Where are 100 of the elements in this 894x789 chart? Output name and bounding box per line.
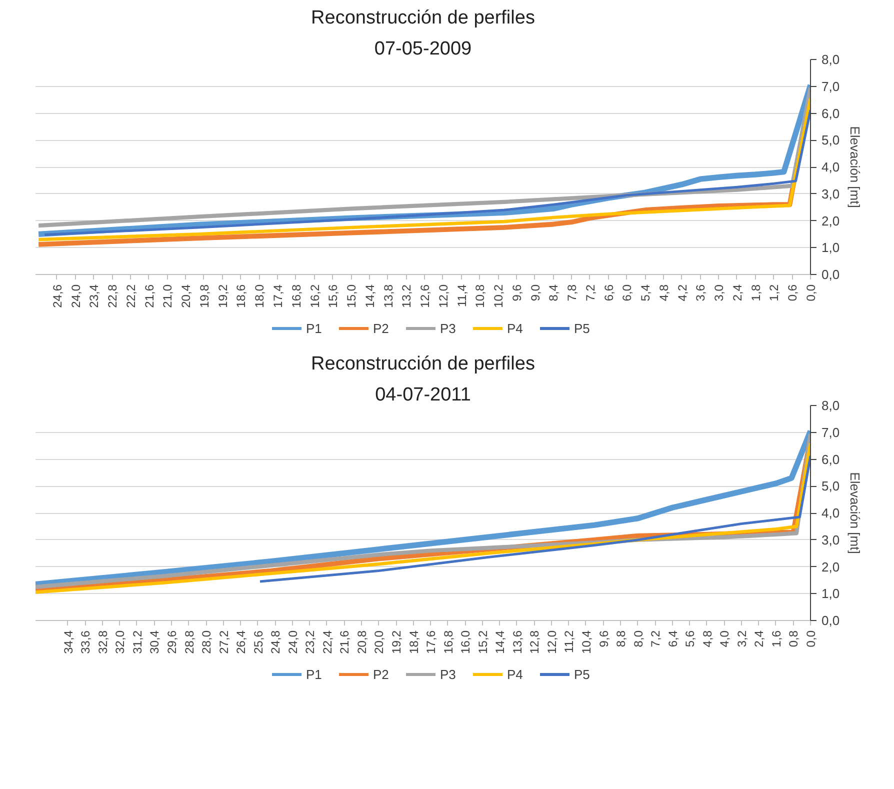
y-tick-label: 1,0: [822, 586, 840, 602]
x-tick-label: 17,4: [270, 284, 285, 308]
chart-title: Reconstrucción de perfiles: [311, 8, 535, 28]
y-tick-label: 8,0: [822, 398, 840, 413]
x-tick-label: 19,2: [390, 630, 404, 654]
y-tick-label: 8,0: [822, 52, 840, 67]
y-tick-label: 5,0: [822, 132, 840, 148]
x-tick-label: 8,4: [546, 284, 561, 302]
x-tick-label: 20,4: [179, 284, 194, 308]
x-tick-label: 11,2: [562, 630, 576, 653]
x-tick-label: 34,4: [61, 630, 76, 654]
y-tick-label: 3,0: [822, 186, 840, 202]
x-tick-label: 10,2: [492, 284, 506, 308]
x-tick-label: 15,6: [326, 284, 340, 308]
legend-label: P2: [373, 320, 390, 336]
x-tick-label: 7,2: [648, 630, 663, 648]
x-tick-label: 30,4: [148, 630, 162, 654]
x-tick-label: 26,4: [234, 630, 248, 654]
x-tick-label: 27,2: [216, 630, 231, 654]
x-tick-label: 24,8: [268, 630, 283, 654]
y-tick-label: 6,0: [822, 106, 840, 121]
x-tick-label: 31,2: [130, 630, 144, 654]
x-tick-label: 18,0: [252, 284, 267, 308]
legend-label: P5: [574, 320, 591, 336]
x-tick-label: 1,2: [767, 284, 782, 302]
y-tick-label: 7,0: [822, 78, 840, 94]
x-tick-label: 10,4: [579, 630, 594, 654]
legend-label: P3: [440, 320, 457, 336]
legend-label: P4: [507, 666, 524, 682]
x-tick-label: 21,0: [160, 284, 175, 308]
x-tick-label: 16,2: [308, 284, 322, 308]
x-tick-label: 16,8: [441, 630, 456, 654]
x-tick-label: 4,0: [718, 630, 732, 648]
y-tick-label: 7,0: [822, 424, 840, 440]
x-tick-label: 23,4: [87, 284, 102, 308]
x-tick-label: 2,4: [730, 284, 744, 302]
x-tick-label: 3,0: [712, 284, 726, 302]
x-tick-label: 24,0: [68, 284, 83, 308]
x-tick-label: 8,8: [614, 630, 628, 648]
chart-subtitle: 04-07-2011: [375, 384, 471, 406]
x-tick-label: 24,6: [50, 284, 64, 308]
chart-subtitle: 07-05-2009: [374, 38, 472, 60]
x-tick-label: 22,8: [106, 284, 120, 308]
x-tick-label: 21,6: [338, 630, 352, 654]
x-tick-label: 13,6: [510, 630, 524, 654]
x-tick-label: 18,6: [234, 284, 248, 308]
x-tick-label: 3,2: [734, 630, 749, 648]
y-tick-label: 4,0: [822, 506, 840, 520]
y-tick-label: 5,0: [822, 478, 840, 494]
x-tick-label: 1,6: [769, 630, 784, 648]
x-tick-label: 10,8: [473, 284, 488, 308]
x-tick-label: 3,6: [694, 284, 708, 302]
x-tick-label: 16,8: [289, 284, 304, 308]
y-tick-label: 4,0: [822, 160, 840, 174]
x-tick-label: 4,8: [656, 284, 671, 302]
y-tick-label: 0,0: [822, 613, 840, 628]
x-tick-label: 11,4: [454, 284, 469, 307]
y-tick-label: 6,0: [822, 452, 840, 467]
chart-title: Reconstrucción de perfiles: [311, 354, 535, 374]
x-tick-label: 6,4: [666, 630, 680, 648]
x-tick-label: 9,0: [528, 284, 542, 302]
x-tick-label: 15,0: [344, 284, 359, 308]
legend-label: P1: [306, 666, 323, 682]
y-tick-label: 2,0: [822, 213, 840, 228]
x-tick-label: 1,8: [748, 284, 763, 302]
x-tick-label: 6,6: [602, 284, 616, 302]
x-tick-label: 20,0: [372, 630, 386, 654]
x-tick-label: 0,0: [804, 284, 818, 302]
x-tick-label: 33,6: [78, 630, 93, 654]
x-tick-label: 12,8: [528, 630, 542, 654]
x-tick-label: 4,8: [700, 630, 714, 648]
y-tick-label: 3,0: [822, 532, 840, 548]
x-tick-label: 7,2: [583, 284, 598, 302]
x-tick-label: 6,0: [620, 284, 634, 302]
x-tick-label: 21,6: [142, 284, 156, 308]
x-tick-label: 24,0: [286, 630, 300, 654]
legend-label: P1: [306, 320, 323, 336]
x-tick-label: 25,6: [251, 630, 266, 654]
x-tick-label: 0,0: [804, 630, 818, 648]
y-tick-label: 1,0: [822, 240, 840, 256]
x-tick-label: 19,8: [197, 284, 212, 308]
x-tick-label: 17,6: [424, 630, 438, 654]
x-tick-label: 8,0: [631, 630, 646, 648]
x-tick-label: 4,2: [675, 284, 690, 302]
x-tick-label: 23,2: [303, 630, 318, 654]
x-tick-label: 12,0: [436, 284, 450, 308]
x-tick-label: 32,0: [113, 630, 128, 654]
x-tick-label: 15,2: [476, 630, 490, 654]
x-tick-label: 28,8: [182, 630, 196, 654]
x-tick-label: 29,6: [165, 630, 180, 654]
x-tick-label: 2,4: [752, 630, 766, 648]
line-series: [258, 454, 810, 583]
y-tick-label: 0,0: [822, 267, 840, 282]
x-tick-label: 28,0: [200, 630, 214, 654]
x-tick-label: 18,4: [406, 630, 421, 654]
legend-label: P2: [373, 666, 390, 682]
x-tick-label: 13,2: [400, 284, 414, 308]
x-tick-label: 9,6: [596, 630, 611, 648]
legend-label: P3: [440, 666, 457, 682]
x-tick-label: 22,4: [320, 630, 334, 654]
